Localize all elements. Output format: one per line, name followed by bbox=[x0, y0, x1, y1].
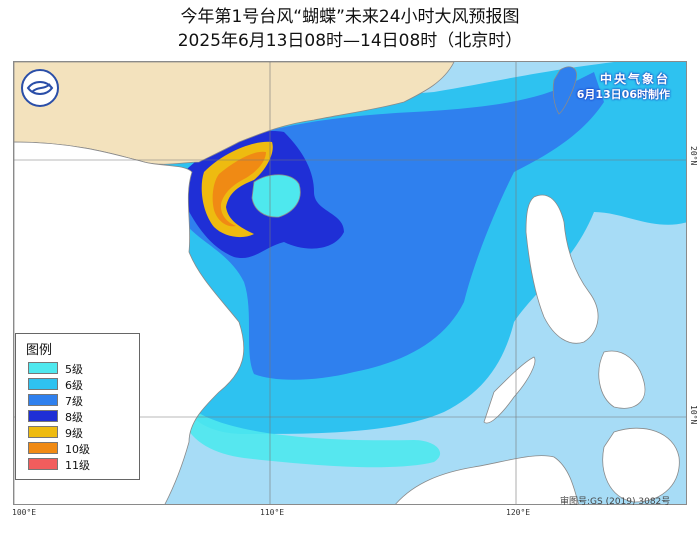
wind-zone-level10 bbox=[212, 151, 266, 227]
legend-swatch bbox=[28, 394, 58, 406]
legend-swatch bbox=[28, 410, 58, 422]
legend-label: 7级 bbox=[65, 395, 83, 408]
legend-swatch bbox=[28, 378, 58, 390]
wind-zone-level5 bbox=[184, 402, 441, 468]
cma-logo-icon bbox=[20, 68, 60, 108]
legend-label: 5级 bbox=[65, 363, 83, 376]
map-approval-number: 审图号:GS (2019) 3082号 bbox=[560, 497, 671, 507]
legend: 图例 5级 6级 7级 8级 9级 10级 11级 bbox=[15, 333, 140, 480]
land-hainan bbox=[251, 174, 301, 218]
land-visayas-mindanao bbox=[598, 350, 680, 503]
lon-label-100e: 100°E bbox=[12, 508, 37, 517]
lat-label-10n: 10°N bbox=[689, 405, 698, 425]
legend-label: 6级 bbox=[65, 379, 83, 392]
lon-label-120e: 120°E bbox=[506, 508, 531, 517]
map-title: 今年第1号台风“蝴蝶”未来24小时大风预报图 bbox=[180, 7, 520, 27]
legend-label: 10级 bbox=[65, 443, 90, 456]
legend-label: 9级 bbox=[65, 427, 83, 440]
land-borneo bbox=[395, 455, 579, 504]
legend-swatch bbox=[28, 362, 58, 374]
legend-label: 11级 bbox=[65, 459, 90, 472]
land-luzon bbox=[525, 194, 599, 344]
lat-label-20n: 20°N bbox=[689, 146, 698, 166]
land-palawan bbox=[483, 356, 536, 424]
lon-label-110e: 110°E bbox=[260, 508, 285, 517]
legend-swatch bbox=[28, 426, 58, 438]
issuer-name: 中央气象台 bbox=[599, 72, 670, 86]
legend-swatch bbox=[28, 458, 58, 470]
legend-swatch bbox=[28, 442, 58, 454]
land-taiwan bbox=[552, 66, 577, 115]
issue-time: 6月13日06时制作 bbox=[576, 88, 670, 101]
graticule bbox=[14, 62, 686, 504]
map-subtitle-time-range: 2025年6月13日08时—14日08时（北京时） bbox=[177, 31, 523, 51]
legend-title: 图例 bbox=[26, 343, 53, 358]
legend-label: 8级 bbox=[65, 411, 83, 424]
